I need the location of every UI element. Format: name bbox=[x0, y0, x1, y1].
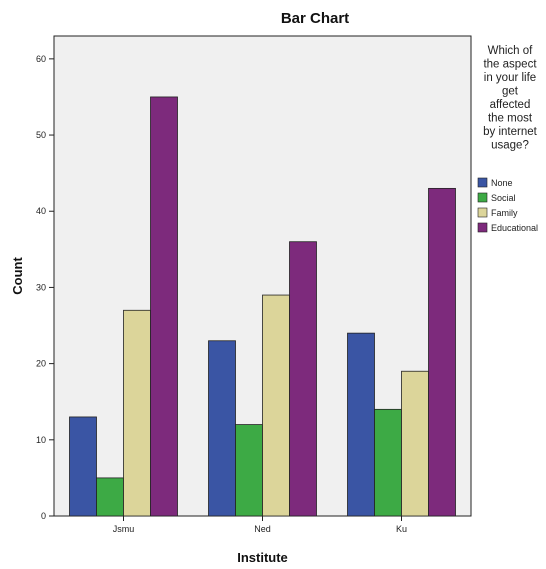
bars bbox=[69, 96, 456, 517]
legend-title-line: get bbox=[502, 86, 519, 98]
legend-swatch-family bbox=[477, 207, 488, 218]
y-tick-label: 60 bbox=[36, 54, 46, 64]
legend-title-line: affected bbox=[490, 99, 531, 111]
legend-title-line: Which of bbox=[488, 45, 534, 57]
chart-title: Bar Chart bbox=[281, 10, 349, 27]
bar-family-ku bbox=[401, 370, 429, 517]
x-axis-label: Institute bbox=[237, 550, 288, 565]
bar-educational-ned bbox=[289, 241, 317, 517]
legend-swatch-educational bbox=[477, 222, 488, 233]
bar-family-ned bbox=[262, 294, 290, 517]
bar-family-jsmu bbox=[123, 309, 151, 517]
bar-none-ned bbox=[208, 340, 236, 517]
legend-label-social: Social bbox=[491, 193, 516, 203]
legend-swatch-none bbox=[477, 177, 488, 188]
legend-label-family: Family bbox=[491, 208, 518, 218]
y-tick-label: 10 bbox=[36, 435, 46, 445]
legend-title-line: by internet bbox=[483, 126, 538, 138]
legend-label-none: None bbox=[491, 178, 513, 188]
legend-title-line: usage? bbox=[491, 140, 529, 152]
bar-social-ned bbox=[235, 424, 263, 517]
x-tick-label: Jsmu bbox=[113, 524, 135, 534]
bar-none-ku bbox=[347, 332, 375, 517]
y-axis-label: Count bbox=[10, 257, 25, 295]
bar-social-jsmu bbox=[96, 477, 124, 517]
bar-none-jsmu bbox=[69, 416, 97, 517]
x-tick-label: Ned bbox=[254, 524, 271, 534]
legend-title-line: the aspect bbox=[483, 59, 537, 71]
legend-swatch-social bbox=[477, 192, 488, 203]
bar-educational-jsmu bbox=[150, 96, 178, 517]
y-tick-label: 0 bbox=[41, 511, 46, 521]
y-tick-label: 20 bbox=[36, 359, 46, 369]
y-tick-label: 40 bbox=[36, 206, 46, 216]
legend-title-line: the most bbox=[488, 113, 533, 125]
x-axis: Jsmu Ned Ku bbox=[113, 516, 407, 534]
x-tick-label: Ku bbox=[396, 524, 407, 534]
legend-title-line: in your life bbox=[484, 72, 536, 84]
bar-educational-ku bbox=[428, 187, 456, 517]
bar-social-ku bbox=[374, 408, 402, 517]
y-axis: 0 10 20 30 40 50 60 bbox=[36, 54, 54, 521]
legend-label-educational: Educational bbox=[491, 223, 538, 233]
y-tick-label: 30 bbox=[36, 282, 46, 292]
y-tick-label: 50 bbox=[36, 130, 46, 140]
